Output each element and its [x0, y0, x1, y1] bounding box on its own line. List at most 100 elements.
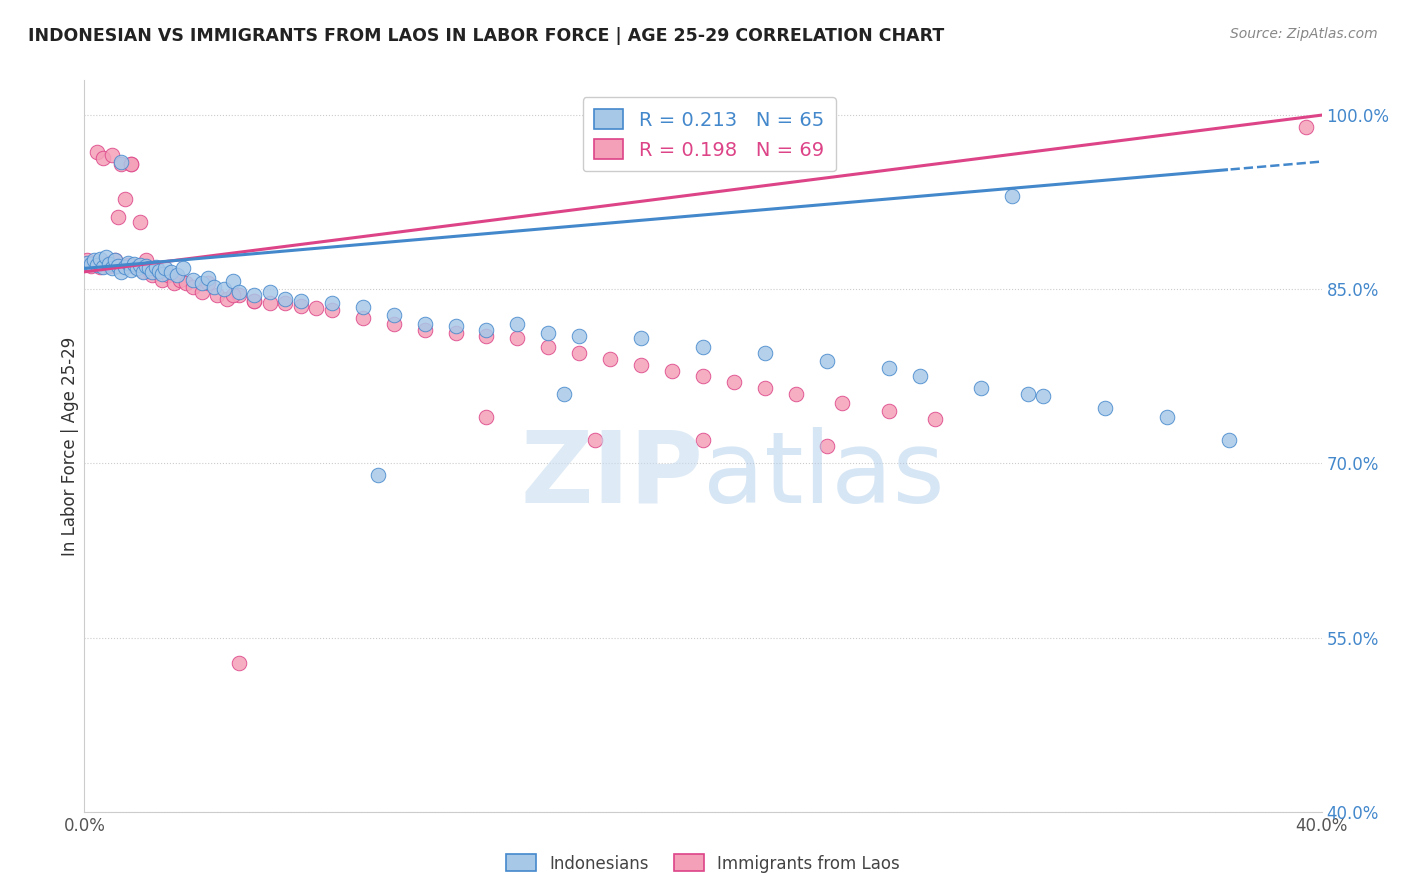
Point [135, 253, 157, 268]
Point [156, 268, 179, 283]
Point [506, 317, 529, 331]
Point [166, 268, 188, 283]
Point [110, 265, 132, 279]
Point [1032, 389, 1054, 403]
Point [132, 265, 155, 279]
Point [145, 261, 167, 276]
Point [160, 265, 183, 279]
Legend: R = 0.213   N = 65, R = 0.198   N = 69: R = 0.213 N = 65, R = 0.198 N = 69 [582, 97, 835, 171]
Point [117, 258, 139, 272]
Point [138, 263, 160, 277]
Point [191, 277, 214, 291]
Point [692, 433, 714, 447]
Point [104, 253, 127, 268]
Point [367, 468, 389, 483]
Point [110, 154, 132, 169]
Point [150, 273, 173, 287]
Point [692, 340, 714, 354]
Point [135, 259, 157, 273]
Point [91, 151, 114, 165]
Point [754, 381, 776, 395]
Point [1001, 189, 1024, 203]
Point [877, 404, 900, 418]
Point [222, 288, 245, 302]
Point [169, 273, 191, 287]
Point [76, 255, 98, 269]
Point [153, 261, 176, 276]
Point [141, 265, 163, 279]
Point [222, 274, 245, 288]
Point [98, 257, 121, 271]
Point [94, 255, 117, 269]
Point [568, 346, 591, 360]
Point [125, 261, 148, 276]
Point [785, 386, 807, 401]
Point [145, 260, 167, 275]
Point [129, 258, 152, 272]
Point [352, 311, 374, 326]
Text: INDONESIAN VS IMMIGRANTS FROM LAOS IN LABOR FORCE | AGE 25-29 CORRELATION CHART: INDONESIAN VS IMMIGRANTS FROM LAOS IN LA… [28, 27, 945, 45]
Point [207, 288, 229, 302]
Point [132, 263, 155, 277]
Point [197, 277, 219, 291]
Point [413, 323, 436, 337]
Point [630, 331, 652, 345]
Point [274, 296, 297, 310]
Point [599, 351, 621, 366]
Point [176, 277, 198, 291]
Point [259, 296, 281, 310]
Point [181, 273, 204, 287]
Point [163, 277, 186, 291]
Point [290, 293, 312, 308]
Point [150, 267, 173, 281]
Point [135, 259, 157, 273]
Point [141, 268, 163, 283]
Point [91, 260, 114, 275]
Point [723, 375, 745, 389]
Point [475, 409, 498, 424]
Point [129, 215, 152, 229]
Point [212, 282, 235, 296]
Point [908, 369, 931, 384]
Point [243, 293, 266, 308]
Point [172, 261, 194, 276]
Y-axis label: In Labor Force | Age 25-29: In Labor Force | Age 25-29 [62, 336, 80, 556]
Point [86, 145, 108, 160]
Point [754, 346, 776, 360]
Point [191, 285, 214, 299]
Point [815, 354, 838, 368]
Point [877, 361, 900, 376]
Point [104, 259, 127, 273]
Point [101, 147, 124, 161]
Point [138, 261, 160, 276]
Point [98, 259, 121, 273]
Point [692, 369, 714, 384]
Point [101, 261, 124, 276]
Text: atlas: atlas [703, 426, 945, 524]
Point [444, 326, 467, 341]
Legend: Indonesians, Immigrants from Laos: Indonesians, Immigrants from Laos [499, 847, 907, 880]
Point [259, 285, 281, 299]
Point [120, 157, 142, 171]
Point [1017, 386, 1039, 401]
Point [583, 433, 606, 447]
Point [553, 386, 575, 401]
Point [1295, 120, 1317, 134]
Point [243, 288, 266, 302]
Point [83, 255, 105, 269]
Point [243, 293, 266, 308]
Point [444, 319, 467, 334]
Point [321, 296, 343, 310]
Point [815, 439, 838, 453]
Point [274, 292, 297, 306]
Point [104, 253, 127, 268]
Point [413, 317, 436, 331]
Point [181, 280, 204, 294]
Point [506, 331, 529, 345]
Point [290, 299, 312, 313]
Point [1156, 409, 1178, 424]
Point [475, 328, 498, 343]
Point [86, 258, 108, 272]
Point [89, 252, 111, 266]
Point [970, 381, 993, 395]
